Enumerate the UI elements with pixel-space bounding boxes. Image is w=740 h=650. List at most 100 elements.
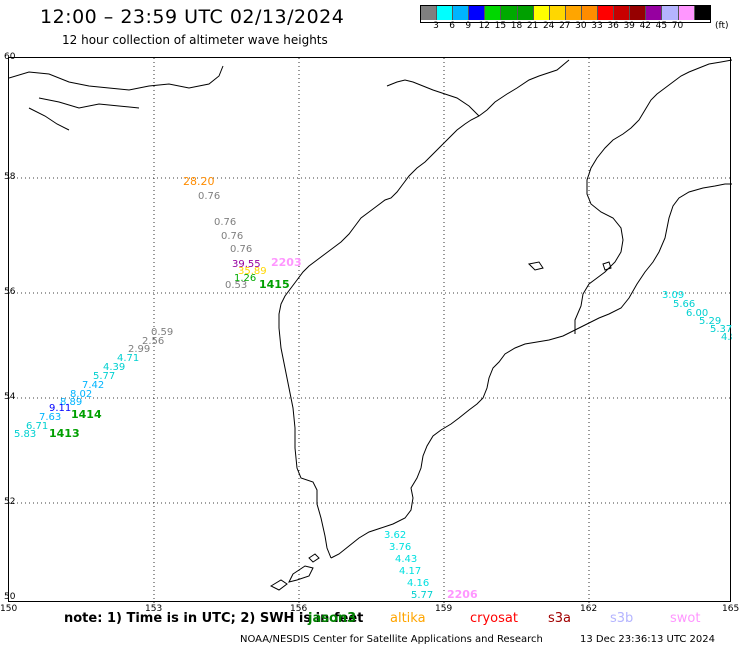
lon-label-165: 165 [722, 604, 740, 614]
legend-tick-label: 45 [655, 21, 668, 31]
legend-swatch [565, 6, 582, 20]
color-legend [420, 5, 711, 23]
wave-height-label: 3.76 [389, 542, 411, 553]
lon-label-150: 150 [0, 604, 18, 614]
wave-height-label: 2203 [271, 256, 302, 269]
legend-swatch [437, 6, 454, 20]
legend-tick-label: 33 [591, 21, 603, 31]
graticule [9, 58, 732, 603]
wave-height-label: 3.09 [662, 290, 684, 301]
satellite-s3b: s3b [610, 611, 634, 626]
wave-height-label: 8.89 [60, 397, 82, 408]
wave-height-label: 4.71 [117, 353, 139, 364]
legend-swatch [485, 6, 502, 20]
wave-height-label: 0.76 [198, 191, 220, 202]
wave-height-label: 1415 [259, 278, 290, 291]
legend-swatch [501, 6, 518, 20]
lat-label-60: 60 [4, 52, 16, 62]
wave-height-label: 8.02 [70, 389, 92, 400]
wave-height-label: 9.11 [49, 403, 71, 414]
legend-tick-label: 42 [639, 21, 652, 31]
coastline [9, 59, 732, 591]
legend-swatch [453, 6, 470, 20]
legend-swatch [421, 6, 438, 20]
legend-tick-label: 30 [575, 21, 587, 31]
wave-height-label: 0.76 [214, 217, 236, 228]
wave-height-label: 7.63 [39, 412, 61, 423]
wave-height-label: 3.62 [384, 530, 406, 541]
wave-height-label: 39.55 [232, 259, 261, 270]
legend-tick-label: 15 [494, 21, 507, 31]
legend-swatch [549, 6, 566, 20]
satellite-s3a: s3a [548, 611, 572, 626]
wave-height-label: 6.71 [26, 421, 48, 432]
legend-unit-label: (ft) [715, 21, 729, 31]
wave-height-label: 5.37 [710, 324, 732, 335]
wave-height-label: 35.89 [238, 266, 267, 277]
map-subtitle: 12 hour collection of altimeter wave hei… [62, 33, 328, 47]
wave-height-label: 2206 [447, 588, 478, 601]
wave-height-label: 1.26 [234, 273, 256, 284]
satellite-jason3: jason3 [308, 611, 357, 626]
legend-swatch [517, 6, 534, 20]
wave-height-label: 0.76 [230, 244, 252, 255]
wave-height-label: 5.77 [411, 590, 433, 601]
lat-label-54: 54 [4, 392, 16, 402]
legend-swatch [630, 6, 647, 20]
map-title: 12:00 – 23:59 UTC 02/13/2024 [40, 6, 345, 28]
lat-label-50: 50 [4, 592, 16, 602]
note-text: note: 1) Time is in UTC; 2) SWH is in fe… [64, 611, 364, 626]
legend-tick-label: 36 [607, 21, 619, 31]
lon-label-156: 156 [290, 604, 308, 614]
legend-swatch [469, 6, 486, 20]
legend-tick-label: 18 [510, 21, 523, 31]
wave-height-label: 0.59 [151, 327, 173, 338]
wave-height-label: 28.20 [183, 175, 215, 188]
wave-height-label: 2.99 [128, 344, 150, 355]
footer-credit: NOAA/NESDIS Center for Satellite Applica… [240, 634, 543, 645]
satellite-altika: altika [390, 611, 426, 626]
legend-swatch [646, 6, 663, 20]
footer-timestamp: 13 Dec 23:36:13 UTC 2024 [580, 634, 715, 645]
wave-height-label: 4.43 [395, 554, 417, 565]
wave-height-label: 7.42 [82, 380, 104, 391]
legend-swatch [694, 6, 710, 20]
wave-height-label: 4.8 [721, 332, 732, 343]
satellite-swot: swot [670, 611, 701, 626]
wave-height-label: 1413 [49, 427, 80, 440]
wave-height-label: 4.17 [399, 566, 421, 577]
wave-height-label: 5.29 [699, 316, 721, 327]
wave-height-label: 5.83 [14, 429, 36, 440]
legend-swatch [678, 6, 695, 20]
legend-tick-label: 12 [478, 21, 491, 31]
lat-label-56: 56 [4, 287, 16, 297]
satellite-cryosat: cryosat [470, 611, 518, 626]
legend-swatch [581, 6, 599, 20]
lat-label-58: 58 [4, 172, 16, 182]
legend-tick-label: 24 [542, 21, 555, 31]
legend-tick-label: 9 [465, 21, 472, 31]
wave-height-label: 6.00 [686, 308, 708, 319]
legend-swatch [533, 6, 550, 20]
map-area[interactable]: 28.20 0.76 0.76 0.76 0.76 39.55 2203 35.89 1.26 0… [8, 57, 732, 603]
lon-label-153: 153 [145, 604, 163, 614]
legend-swatch [662, 6, 679, 20]
legend-tick-label: 70 [671, 21, 684, 31]
lon-label-159: 159 [435, 604, 453, 614]
legend-tick-label: 21 [526, 21, 539, 31]
lon-label-162: 162 [580, 604, 598, 614]
wave-height-label: 1414 [71, 408, 102, 421]
legend-tick-label: 3 [433, 21, 439, 31]
wave-height-label: 4.39 [103, 362, 125, 373]
wave-height-label: 4.16 [407, 578, 429, 589]
legend-tick-label: 39 [623, 21, 635, 31]
lat-label-52: 52 [4, 497, 16, 507]
legend-tick-label: 6 [449, 21, 455, 31]
wave-height-label: 0.76 [221, 231, 243, 242]
note-row: note: 1) Time is in UTC; 2) SWH is in fe… [0, 611, 740, 631]
legend-swatch [614, 6, 631, 20]
wave-height-label: 2.56 [142, 336, 164, 347]
wave-height-label: 0.53 [225, 280, 247, 291]
